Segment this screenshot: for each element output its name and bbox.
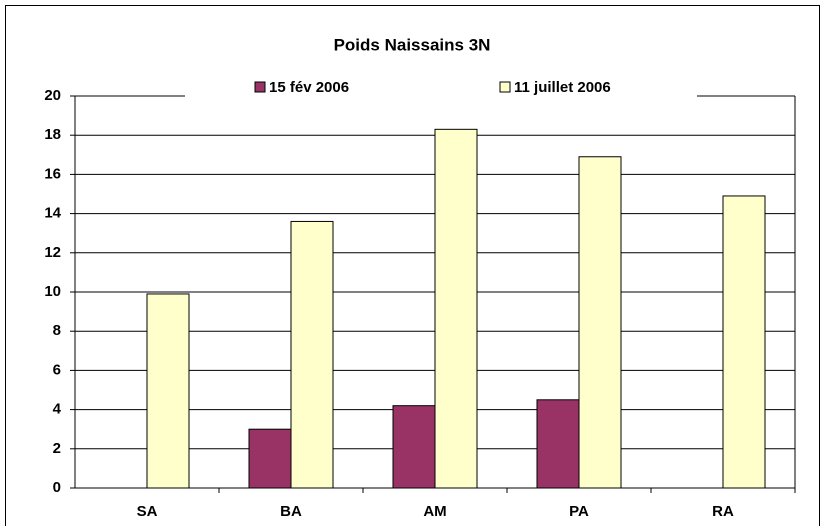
bar [248, 428, 292, 489]
y-tick-label: 16 [44, 165, 61, 182]
legend-box [185, 74, 697, 104]
x-tick-label: AM [423, 503, 446, 520]
y-tick-label: 14 [44, 205, 61, 222]
bar [578, 156, 622, 489]
y-tick-label: 20 [44, 87, 61, 104]
chart-title: Poids Naissains 3N [334, 35, 491, 54]
y-tick-label: 18 [44, 126, 61, 143]
bar [392, 405, 436, 489]
legend-swatch [499, 81, 511, 93]
x-tick-label: RA [712, 503, 734, 520]
x-tick-label: SA [137, 503, 158, 520]
legend-swatch [254, 81, 266, 93]
y-tick-label: 2 [53, 440, 61, 457]
bar [146, 293, 190, 489]
bar [536, 399, 580, 489]
legend-label: 11 juillet 2006 [514, 79, 611, 96]
y-tick-label: 0 [53, 479, 61, 496]
x-tick-label: BA [280, 503, 302, 520]
legend-label: 15 fév 2006 [269, 79, 349, 96]
y-tick-label: 4 [53, 401, 62, 418]
bar [290, 220, 334, 489]
y-tick-label: 8 [53, 322, 61, 339]
bar [434, 128, 478, 489]
y-tick-label: 12 [44, 244, 61, 261]
y-tick-label: 6 [53, 361, 61, 378]
bar [722, 195, 766, 489]
y-tick-label: 10 [44, 283, 61, 300]
x-tick-label: PA [569, 503, 589, 520]
